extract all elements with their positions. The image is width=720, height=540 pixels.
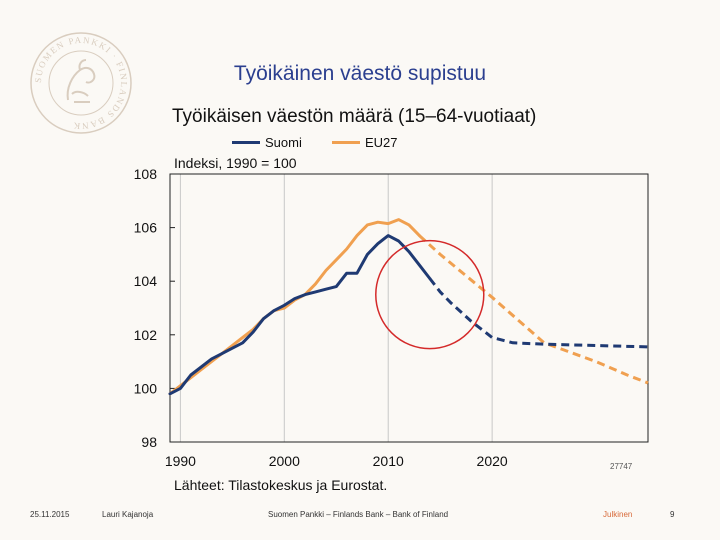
legend-item-suomi: Suomi bbox=[232, 135, 302, 150]
footer-organization: Suomen Pankki – Finlands Bank – Bank of … bbox=[268, 510, 449, 519]
series-suomi-projection bbox=[428, 277, 649, 349]
highlight-circle bbox=[375, 239, 485, 350]
y-tick-label-104: 104 bbox=[134, 273, 158, 289]
x-tick-label-2020: 2020 bbox=[477, 453, 508, 469]
legend-swatch-suomi bbox=[232, 141, 260, 144]
x-tick-label-1990: 1990 bbox=[165, 453, 196, 469]
y-tick-label-98: 98 bbox=[141, 434, 157, 450]
y-tick-label-106: 106 bbox=[134, 220, 158, 236]
plot-frame bbox=[169, 173, 649, 443]
y-axis-unit-label: Indeksi, 1990 = 100 bbox=[174, 155, 297, 171]
legend-label-suomi: Suomi bbox=[265, 135, 302, 150]
series-eu27-actual bbox=[168, 218, 421, 396]
chart-source: Lähteet: Tilastokeskus ja Eurostat. bbox=[174, 477, 388, 493]
legend-label-eu27: EU27 bbox=[365, 135, 398, 150]
y-tick-label-108: 108 bbox=[134, 166, 158, 182]
footer-classification: Julkinen bbox=[603, 510, 633, 519]
series-eu27-projection bbox=[418, 234, 649, 385]
chart-title: Työikäisen väestön määrä (15–64-vuotiaat… bbox=[172, 106, 537, 127]
y-tick-label-102: 102 bbox=[134, 327, 158, 343]
series-suomi-actual bbox=[168, 234, 432, 396]
x-tick-label-2000: 2000 bbox=[269, 453, 300, 469]
x-tick-label-2010: 2010 bbox=[373, 453, 404, 469]
footer-page-number: 9 bbox=[670, 510, 675, 519]
slide-title: Työikäinen väestö supistuu bbox=[233, 62, 487, 85]
legend-swatch-eu27 bbox=[332, 141, 360, 144]
bank-logo-icon: SUOMEN PANKKI · FINLANDS BANK bbox=[30, 32, 132, 134]
chart-id: 27747 bbox=[610, 462, 633, 471]
legend-item-eu27: EU27 bbox=[332, 135, 398, 150]
y-tick-label-100: 100 bbox=[134, 380, 158, 396]
footer-date: 25.11.2015 bbox=[30, 510, 70, 519]
footer-author: Lauri Kajanoja bbox=[102, 510, 154, 519]
